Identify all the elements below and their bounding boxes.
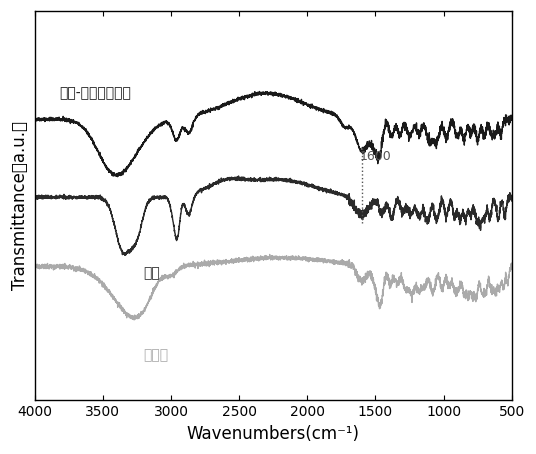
Text: 1600: 1600 bbox=[360, 150, 391, 163]
Text: 三氯生: 三氯生 bbox=[144, 348, 169, 362]
X-axis label: Wavenumbers(cm⁻¹): Wavenumbers(cm⁻¹) bbox=[187, 425, 360, 443]
Text: 龙脑-三氯生衍生物: 龙脑-三氯生衍生物 bbox=[59, 86, 131, 100]
Text: 龙脑: 龙脑 bbox=[144, 266, 160, 280]
Y-axis label: Transmittance（a.u.）: Transmittance（a.u.） bbox=[11, 121, 29, 290]
